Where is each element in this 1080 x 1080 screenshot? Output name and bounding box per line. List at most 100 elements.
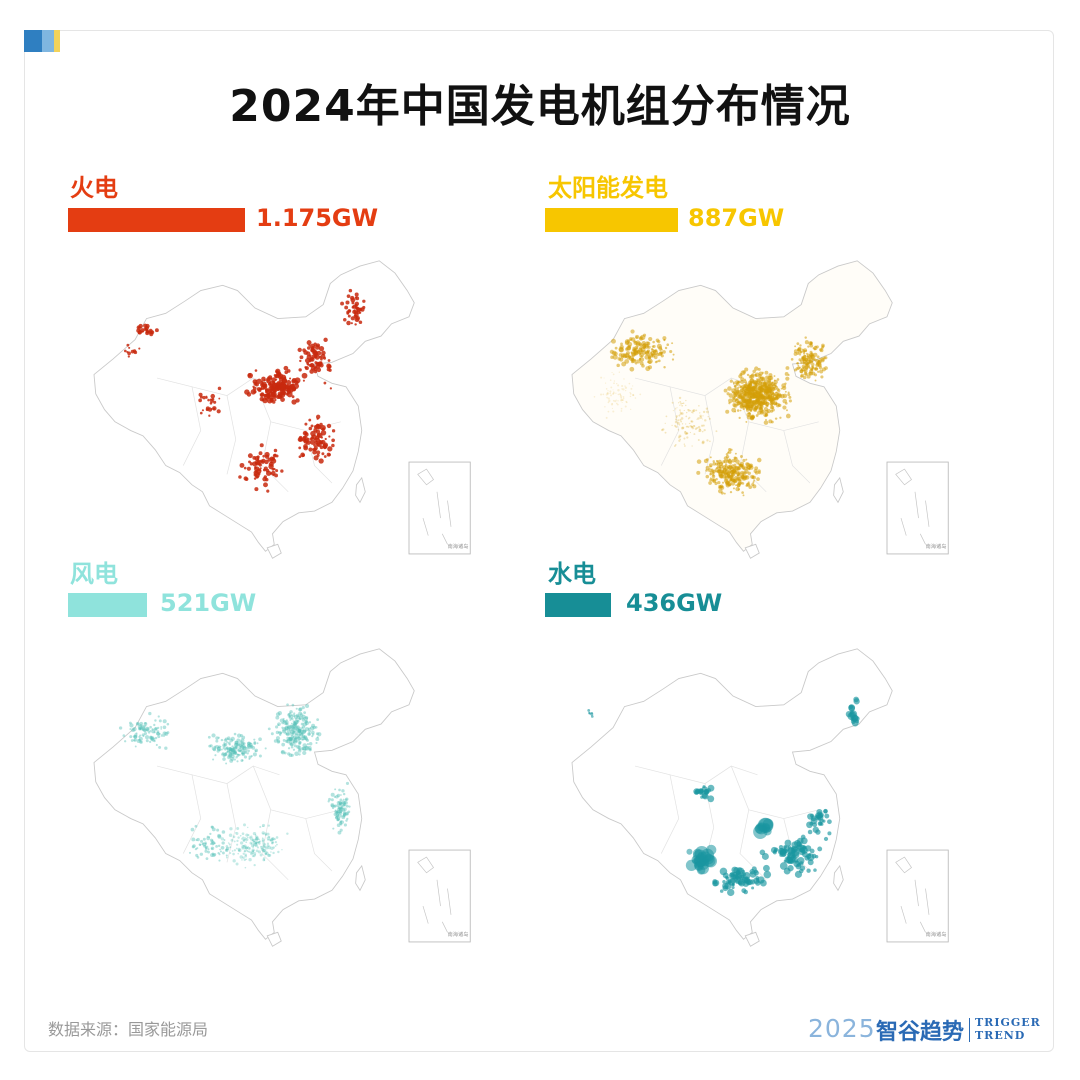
plant-dot [296, 719, 299, 722]
plant-dot [819, 369, 824, 374]
plant-dot [213, 842, 216, 845]
plant-dot [725, 483, 731, 488]
plant-dot [777, 393, 780, 396]
plant-dot [621, 398, 624, 401]
plant-dot [141, 726, 146, 731]
plant-dot [158, 719, 162, 723]
plant-dot [249, 746, 253, 749]
plant-dot [809, 350, 813, 354]
plant-dot [625, 390, 627, 392]
plant-dot [138, 738, 141, 742]
plant-dot [235, 832, 239, 836]
plant-dot [660, 428, 664, 432]
plant-dot [205, 396, 208, 399]
plant-dot [248, 836, 251, 839]
plant-dot [311, 346, 315, 350]
plant-dot [127, 355, 130, 358]
plant-dot [286, 739, 289, 742]
plant-dot [607, 397, 610, 400]
plant-dot [271, 400, 276, 404]
plant-dot [619, 395, 623, 398]
plant-dot [302, 748, 305, 751]
plant-dot [271, 837, 274, 841]
plant-dot [742, 468, 746, 471]
plant-dot [331, 443, 335, 448]
plant-dot [593, 396, 596, 398]
plant-dot [681, 412, 684, 415]
plant-dot [606, 392, 609, 394]
plant-dot [703, 853, 715, 865]
plant-dot [261, 831, 265, 835]
plant-dot [262, 844, 266, 848]
plant-dot [303, 735, 307, 739]
plant-dot [247, 741, 251, 746]
plant-dot [271, 841, 274, 844]
plant-dot [262, 848, 267, 852]
plant-dot [707, 795, 715, 803]
plant-dot [685, 404, 687, 407]
plant-dot [850, 717, 855, 722]
plant-dot [684, 431, 687, 434]
plant-dot [262, 825, 264, 828]
plant-dot [722, 460, 726, 464]
plant-dot [336, 823, 341, 828]
plant-dot [625, 353, 630, 358]
plant-dot [297, 740, 301, 744]
plant-dot [666, 343, 670, 347]
plant-dot [285, 719, 288, 722]
plant-dot [242, 745, 247, 750]
plant-dot [252, 846, 254, 849]
plant-dot [273, 448, 278, 453]
plant-dot [333, 795, 337, 798]
plant-dot [216, 746, 221, 751]
plant-dot [163, 735, 165, 738]
plant-dot [143, 731, 148, 736]
plant-dot [275, 736, 280, 741]
plant-dot [757, 367, 761, 371]
plant-dot [260, 846, 264, 850]
plant-dot [689, 409, 692, 412]
plant-dot [281, 849, 283, 851]
plant-dot [343, 811, 347, 815]
plant-dot [824, 356, 828, 360]
plant-dot [671, 342, 674, 345]
plant-dot [676, 421, 680, 425]
plant-dot [352, 304, 357, 309]
plant-dot [277, 373, 284, 380]
plant-dot [188, 851, 192, 854]
plant-dot [749, 378, 754, 383]
plant-dot [208, 836, 211, 838]
plant-dot [655, 338, 660, 343]
plant-dot [256, 378, 262, 384]
plant-dot [149, 740, 152, 744]
plant-dot [217, 386, 222, 391]
plant-dot [229, 747, 233, 752]
plant-dot [301, 738, 304, 741]
plant-dot [289, 710, 293, 714]
plant-dot [141, 728, 145, 732]
plant-dot [733, 382, 735, 385]
plant-dot [301, 718, 305, 722]
plant-dot [288, 741, 292, 745]
plant-dot [604, 406, 606, 408]
plant-dot [811, 365, 814, 368]
plant-dot [299, 730, 302, 733]
plant-dot [246, 392, 252, 397]
plant-dot [196, 847, 199, 850]
plant-dot [610, 403, 614, 406]
plant-dot [308, 426, 313, 431]
plant-dot [726, 459, 729, 461]
plant-dot [242, 742, 246, 745]
plant-dot [207, 398, 210, 402]
plant-dot [302, 750, 307, 756]
plant-dot [807, 345, 810, 348]
plant-dot [647, 365, 652, 370]
plant-dot [615, 399, 617, 401]
plant-dot [136, 738, 141, 743]
plant-dot [253, 840, 256, 843]
plant-dot [259, 853, 263, 857]
plant-dot [251, 840, 254, 842]
plant-dot [247, 847, 251, 850]
plant-dot [707, 416, 709, 418]
plant-dot [742, 387, 745, 390]
